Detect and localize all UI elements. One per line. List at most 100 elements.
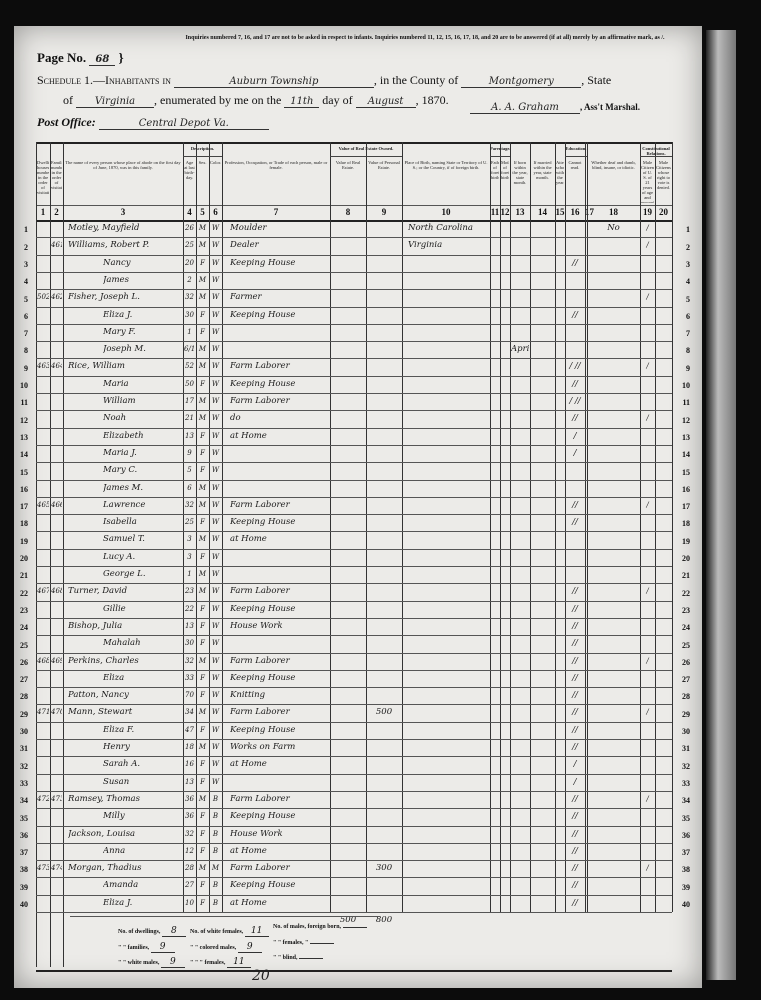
cell-age: 34 bbox=[185, 708, 194, 717]
cell-color: B bbox=[212, 898, 219, 907]
cell-occ: Farm Laborer bbox=[230, 396, 290, 406]
cell-sex: F bbox=[200, 310, 205, 319]
row-number-left: 32 bbox=[20, 761, 28, 771]
cell-occ: Keeping House bbox=[230, 724, 296, 735]
cell-m16: // bbox=[572, 517, 578, 528]
cell-color: W bbox=[211, 691, 220, 700]
summary-foreign-females: " " females, " bbox=[273, 940, 334, 946]
row-number-left: 16 bbox=[20, 484, 28, 494]
cell-age: 26 bbox=[185, 224, 194, 232]
cell-pe: 500 bbox=[375, 707, 393, 718]
group-header: Value of Real Estate Owned. bbox=[330, 146, 402, 157]
cell-age: 6/12 bbox=[184, 345, 195, 354]
cell-m16: // bbox=[572, 793, 578, 804]
cell-sex: M bbox=[198, 570, 207, 578]
row-number-right: 26 bbox=[682, 657, 690, 667]
post-office-line: Post Office: Central Depot Va. bbox=[37, 115, 269, 130]
summary-value bbox=[309, 943, 334, 944]
cell-occ: Keeping House bbox=[230, 672, 296, 683]
cell-m16: // bbox=[572, 378, 578, 389]
cell-f: 473 bbox=[51, 794, 62, 803]
township-field: Auburn Township bbox=[173, 76, 374, 88]
cell-d: 467 bbox=[37, 587, 49, 596]
cell-color: M bbox=[211, 864, 220, 873]
cell-name: George L. bbox=[103, 569, 146, 579]
cell-name: Henry bbox=[103, 742, 130, 752]
cell-age: 18 bbox=[185, 743, 194, 751]
row-number-right: 12 bbox=[682, 415, 690, 425]
marshal-label: , Ass't Marshal. bbox=[580, 102, 641, 112]
cell-name: Mary F. bbox=[103, 326, 136, 337]
row-number-left: 22 bbox=[20, 588, 28, 598]
cell-age: 13 bbox=[185, 621, 194, 630]
cell-color: W bbox=[211, 760, 220, 769]
cell-name: Lucy A. bbox=[103, 551, 136, 562]
cell-sex: M bbox=[198, 656, 207, 665]
cell-color: B bbox=[212, 829, 219, 838]
cell-f: 474 bbox=[51, 864, 62, 873]
cell-age: 28 bbox=[185, 864, 194, 873]
row-number-left: 29 bbox=[20, 709, 28, 719]
cell-name: Samuel T. bbox=[103, 534, 145, 545]
cell-color: W bbox=[211, 656, 220, 665]
summary-top-line bbox=[70, 916, 380, 917]
cell-age: 13 bbox=[185, 777, 194, 786]
column-line bbox=[50, 142, 51, 967]
row-number-right: 9 bbox=[686, 363, 690, 373]
row-number-right: 18 bbox=[682, 519, 690, 529]
column-line bbox=[565, 142, 566, 912]
row-number-left: 26 bbox=[20, 657, 28, 667]
cell-occ: Farm Laborer bbox=[230, 655, 290, 666]
cell-sex: F bbox=[200, 448, 205, 457]
row-line bbox=[36, 341, 672, 343]
row-line bbox=[36, 894, 672, 896]
group-header: Education. bbox=[565, 146, 587, 157]
column-header: Male Citizens whose right to vote is den… bbox=[656, 160, 671, 190]
row-line bbox=[36, 773, 672, 775]
row-number-right: 24 bbox=[682, 623, 690, 633]
cell-birth: Virginia bbox=[408, 240, 443, 251]
column-number: 20 bbox=[659, 207, 668, 217]
column-number: 7 bbox=[273, 207, 279, 217]
schedule-label: Schedule 1.—Inhabitants in bbox=[37, 73, 171, 87]
cell-occ: House Work bbox=[230, 620, 283, 631]
cell-m19: / bbox=[646, 241, 649, 250]
row-number-right: 7 bbox=[686, 329, 690, 339]
row-number-right: 14 bbox=[682, 450, 690, 460]
cell-name: Eliza J. bbox=[103, 897, 133, 908]
cell-color: W bbox=[211, 587, 220, 596]
column-number: 8 bbox=[345, 207, 351, 217]
cell-occ: Farmer bbox=[230, 292, 262, 303]
row-number-left: 30 bbox=[20, 727, 28, 736]
cell-color: W bbox=[211, 310, 220, 319]
cell-color: W bbox=[211, 500, 220, 509]
column-line bbox=[209, 142, 210, 912]
cell-d: 473 bbox=[37, 864, 49, 873]
cell-occ: at Home bbox=[230, 759, 267, 770]
cell-occ: Farm Laborer bbox=[230, 586, 290, 597]
cell-d: 465 bbox=[37, 500, 49, 509]
column-header: Value of Personal Estate. bbox=[368, 160, 400, 170]
cell-name: Eliza bbox=[103, 672, 125, 683]
cell-age: 6 bbox=[187, 483, 192, 492]
row-line bbox=[36, 687, 672, 689]
cell-name: Nancy bbox=[103, 257, 131, 268]
row-number-left: 23 bbox=[20, 605, 28, 615]
cell-age: 36 bbox=[185, 794, 194, 803]
cell-name: Rice, William bbox=[68, 361, 125, 372]
row-number-left: 31 bbox=[20, 744, 28, 754]
row-number-left: 18 bbox=[20, 519, 28, 529]
cell-d: 472 bbox=[37, 794, 49, 803]
cell-sex: M bbox=[198, 414, 207, 423]
cell-color: W bbox=[211, 258, 220, 267]
row-number-left: 3 bbox=[24, 259, 28, 269]
cell-age: 3 bbox=[187, 552, 192, 561]
header-divider bbox=[36, 205, 672, 206]
cell-color: W bbox=[211, 725, 220, 734]
cell-m16: / bbox=[573, 759, 577, 770]
cell-m19: / bbox=[646, 864, 649, 873]
cell-d: 471 bbox=[37, 708, 49, 717]
cell-sex: M bbox=[198, 483, 207, 492]
row-number-left: 10 bbox=[20, 381, 28, 390]
row-number-left: 2 bbox=[24, 242, 28, 252]
